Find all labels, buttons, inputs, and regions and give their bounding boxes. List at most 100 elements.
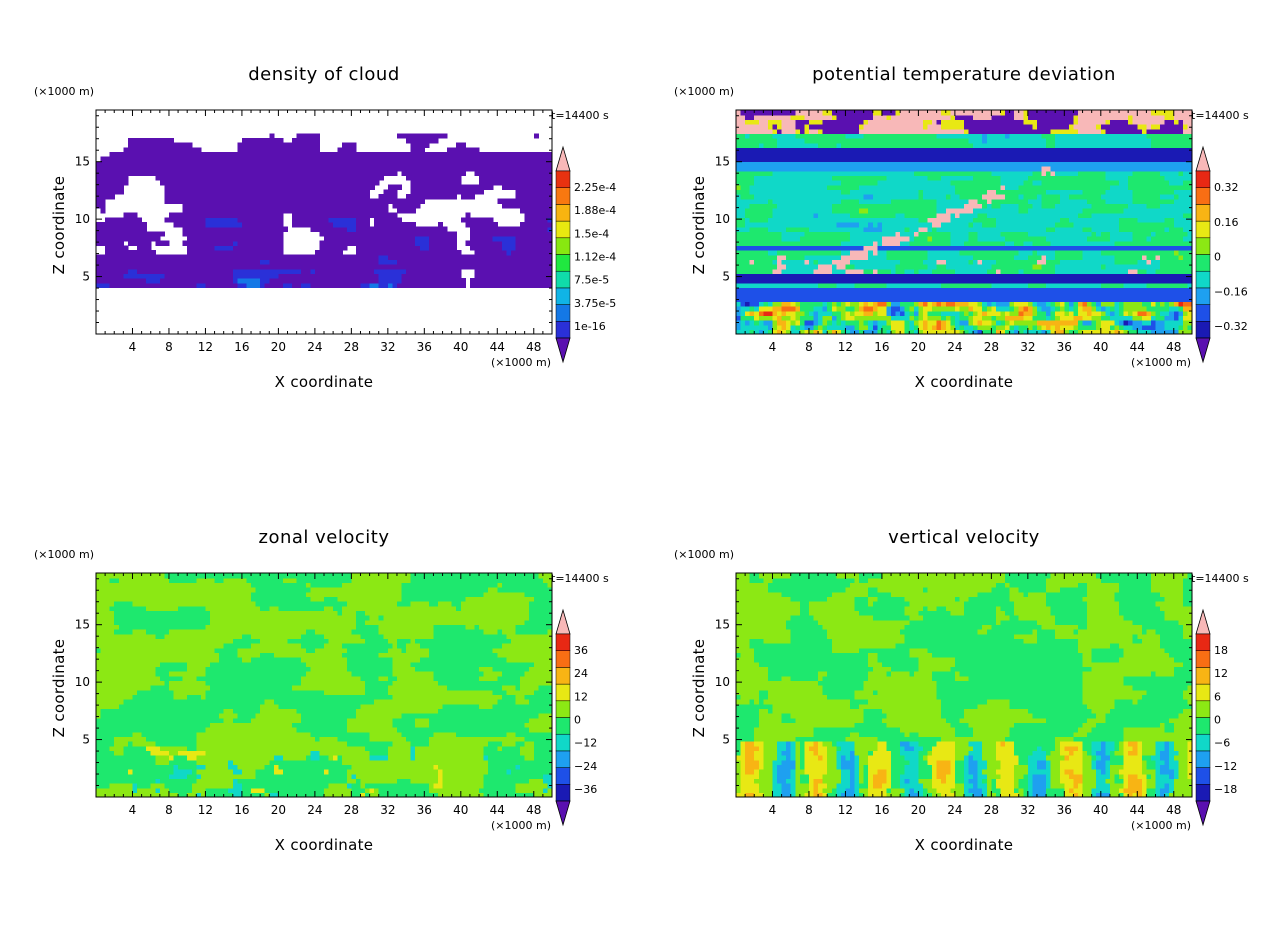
heatmap-cell bbox=[501, 273, 507, 279]
heatmap-cell bbox=[813, 138, 819, 144]
heatmap-cell bbox=[538, 194, 544, 200]
heatmap-cell bbox=[932, 292, 938, 298]
heatmap-cell bbox=[241, 138, 248, 144]
heatmap-cell bbox=[913, 301, 919, 307]
heatmap-cell bbox=[913, 128, 919, 134]
heatmap-cell bbox=[763, 273, 769, 279]
heatmap-cell bbox=[749, 212, 755, 218]
heatmap-cell bbox=[465, 156, 471, 162]
heatmap-cell bbox=[790, 310, 796, 316]
heatmap-cell bbox=[850, 278, 856, 284]
heatmap-cell bbox=[378, 198, 384, 204]
heatmap-cell bbox=[881, 250, 888, 256]
heatmap-cell bbox=[900, 287, 906, 293]
heatmap-cell bbox=[872, 208, 878, 214]
heatmap-cell bbox=[214, 189, 220, 195]
heatmap-cell bbox=[767, 212, 774, 218]
heatmap-cell bbox=[786, 147, 792, 153]
heatmap-cell bbox=[840, 128, 847, 134]
heatmap-cell bbox=[795, 324, 801, 330]
heatmap-cell bbox=[804, 259, 810, 265]
heatmap-cell bbox=[836, 217, 842, 223]
heatmap-cell bbox=[127, 138, 134, 144]
heatmap-cell bbox=[547, 273, 553, 279]
heatmap-cell bbox=[831, 222, 837, 228]
heatmap-cell bbox=[510, 250, 517, 256]
heatmap-cell bbox=[813, 231, 819, 237]
heatmap-cell bbox=[795, 268, 801, 274]
heatmap-cell bbox=[123, 250, 129, 256]
colorbar-extend-top bbox=[555, 145, 571, 172]
heatmap-cell bbox=[781, 217, 787, 223]
heatmap-cell bbox=[378, 152, 384, 158]
heatmap-cell bbox=[804, 240, 810, 246]
heatmap-cell bbox=[178, 161, 184, 167]
heatmap-cell bbox=[301, 175, 307, 181]
heatmap-cell bbox=[351, 240, 357, 246]
heatmap-cell bbox=[428, 180, 435, 186]
heatmap-cell bbox=[428, 278, 435, 284]
heatmap-cell bbox=[836, 315, 842, 321]
heatmap-cell bbox=[845, 114, 851, 120]
heatmap-cell bbox=[804, 142, 810, 148]
heatmap-cell bbox=[210, 282, 216, 288]
heatmap-cell bbox=[900, 236, 906, 242]
heatmap-cell bbox=[492, 273, 498, 279]
heatmap-cell bbox=[524, 152, 530, 158]
heatmap-cell bbox=[763, 268, 769, 274]
heatmap-cell bbox=[909, 180, 915, 186]
heatmap-cell bbox=[164, 175, 170, 181]
heatmap-cell bbox=[777, 306, 783, 312]
y-axis-title: Z coordinate bbox=[50, 176, 68, 275]
heatmap-cell bbox=[333, 184, 339, 190]
heatmap-cell bbox=[895, 189, 901, 195]
heatmap-cell bbox=[255, 184, 261, 190]
heatmap-cell bbox=[479, 180, 485, 186]
heatmap-cell bbox=[401, 226, 407, 232]
heatmap-cell bbox=[822, 264, 828, 270]
heatmap-cell bbox=[859, 296, 865, 302]
heatmap-cell bbox=[891, 114, 897, 120]
heatmap-cell bbox=[891, 208, 897, 214]
heatmap-cell bbox=[836, 287, 842, 293]
heatmap-cell bbox=[210, 264, 216, 270]
heatmap-cell bbox=[881, 301, 888, 307]
heatmap-cell bbox=[374, 203, 380, 209]
heatmap-cell bbox=[273, 278, 279, 284]
heatmap-cell bbox=[836, 208, 842, 214]
heatmap-cell bbox=[178, 180, 184, 186]
heatmap-cell bbox=[292, 138, 298, 144]
heatmap-cell bbox=[863, 142, 869, 148]
heatmap-cell bbox=[936, 133, 942, 139]
heatmap-cell bbox=[255, 170, 261, 176]
heatmap-cell bbox=[132, 278, 138, 284]
heatmap-cell bbox=[187, 264, 193, 270]
heatmap-cell bbox=[365, 278, 371, 284]
heatmap-cell bbox=[260, 170, 266, 176]
heatmap-cell bbox=[881, 236, 888, 242]
heatmap-cell bbox=[100, 198, 106, 204]
heatmap-cell bbox=[850, 128, 856, 134]
heatmap-cell bbox=[401, 170, 407, 176]
heatmap-cell bbox=[941, 189, 947, 195]
heatmap-cell bbox=[927, 287, 933, 293]
heatmap-cell bbox=[469, 245, 476, 251]
heatmap-cell bbox=[863, 189, 869, 195]
heatmap-cell bbox=[767, 222, 774, 228]
heatmap-cell bbox=[872, 306, 878, 312]
heatmap-cell bbox=[378, 250, 384, 256]
heatmap-cell bbox=[387, 212, 393, 218]
heatmap-cell bbox=[168, 189, 175, 195]
heatmap-cell bbox=[799, 264, 805, 270]
heatmap-cell bbox=[433, 194, 439, 200]
heatmap-cell bbox=[904, 184, 910, 190]
heatmap-cell bbox=[465, 259, 471, 265]
heatmap-cell bbox=[328, 180, 334, 186]
heatmap-cell bbox=[246, 240, 252, 246]
heatmap-cell bbox=[506, 273, 512, 279]
heatmap-cell bbox=[205, 217, 211, 223]
heatmap-cell bbox=[515, 278, 521, 284]
heatmap-cell bbox=[365, 152, 371, 158]
heatmap-cell bbox=[214, 161, 220, 167]
heatmap-cell bbox=[850, 245, 856, 251]
